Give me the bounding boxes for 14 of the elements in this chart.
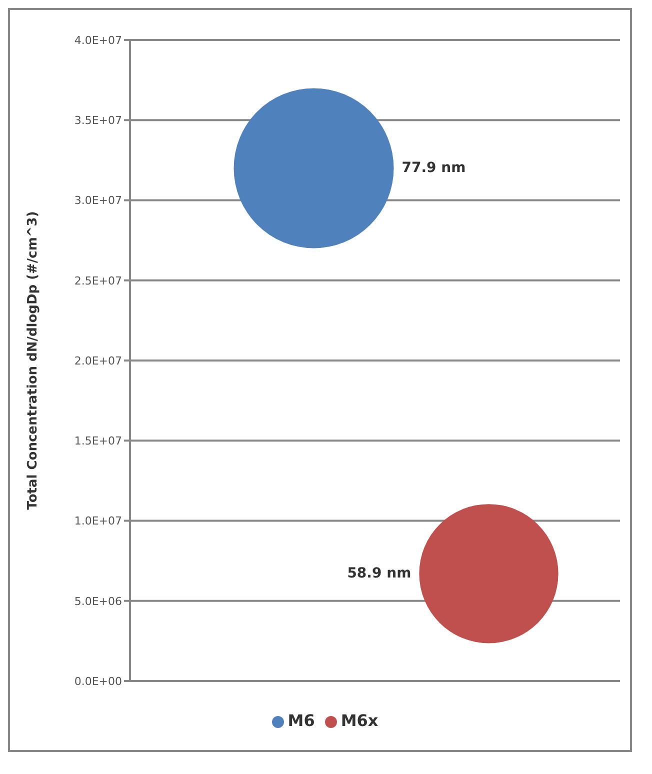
y-tick-label: 4.0E+07 bbox=[74, 34, 122, 47]
legend-label: M6x bbox=[340, 711, 378, 730]
y-tick-label: 3.0E+07 bbox=[74, 194, 122, 208]
y-axis-title: Total Concentration dN/dlogDp (#/cm^3) bbox=[26, 211, 41, 510]
data-label: 58.9 nm bbox=[347, 565, 412, 582]
y-tick-label: 2.0E+07 bbox=[74, 354, 122, 368]
y-tick-label: 1.5E+07 bbox=[74, 434, 122, 448]
y-tick-label: 2.5E+07 bbox=[74, 274, 122, 288]
y-tick-label: 5.0E+06 bbox=[74, 594, 122, 608]
data-label: 77.9 nm bbox=[402, 160, 466, 176]
legend-label: M6 bbox=[288, 711, 315, 730]
y-tick-label: 0.0E+00 bbox=[74, 674, 122, 688]
y-tick-label: 3.5E+07 bbox=[74, 114, 122, 128]
y-tick-label: 1.0E+07 bbox=[74, 514, 122, 528]
